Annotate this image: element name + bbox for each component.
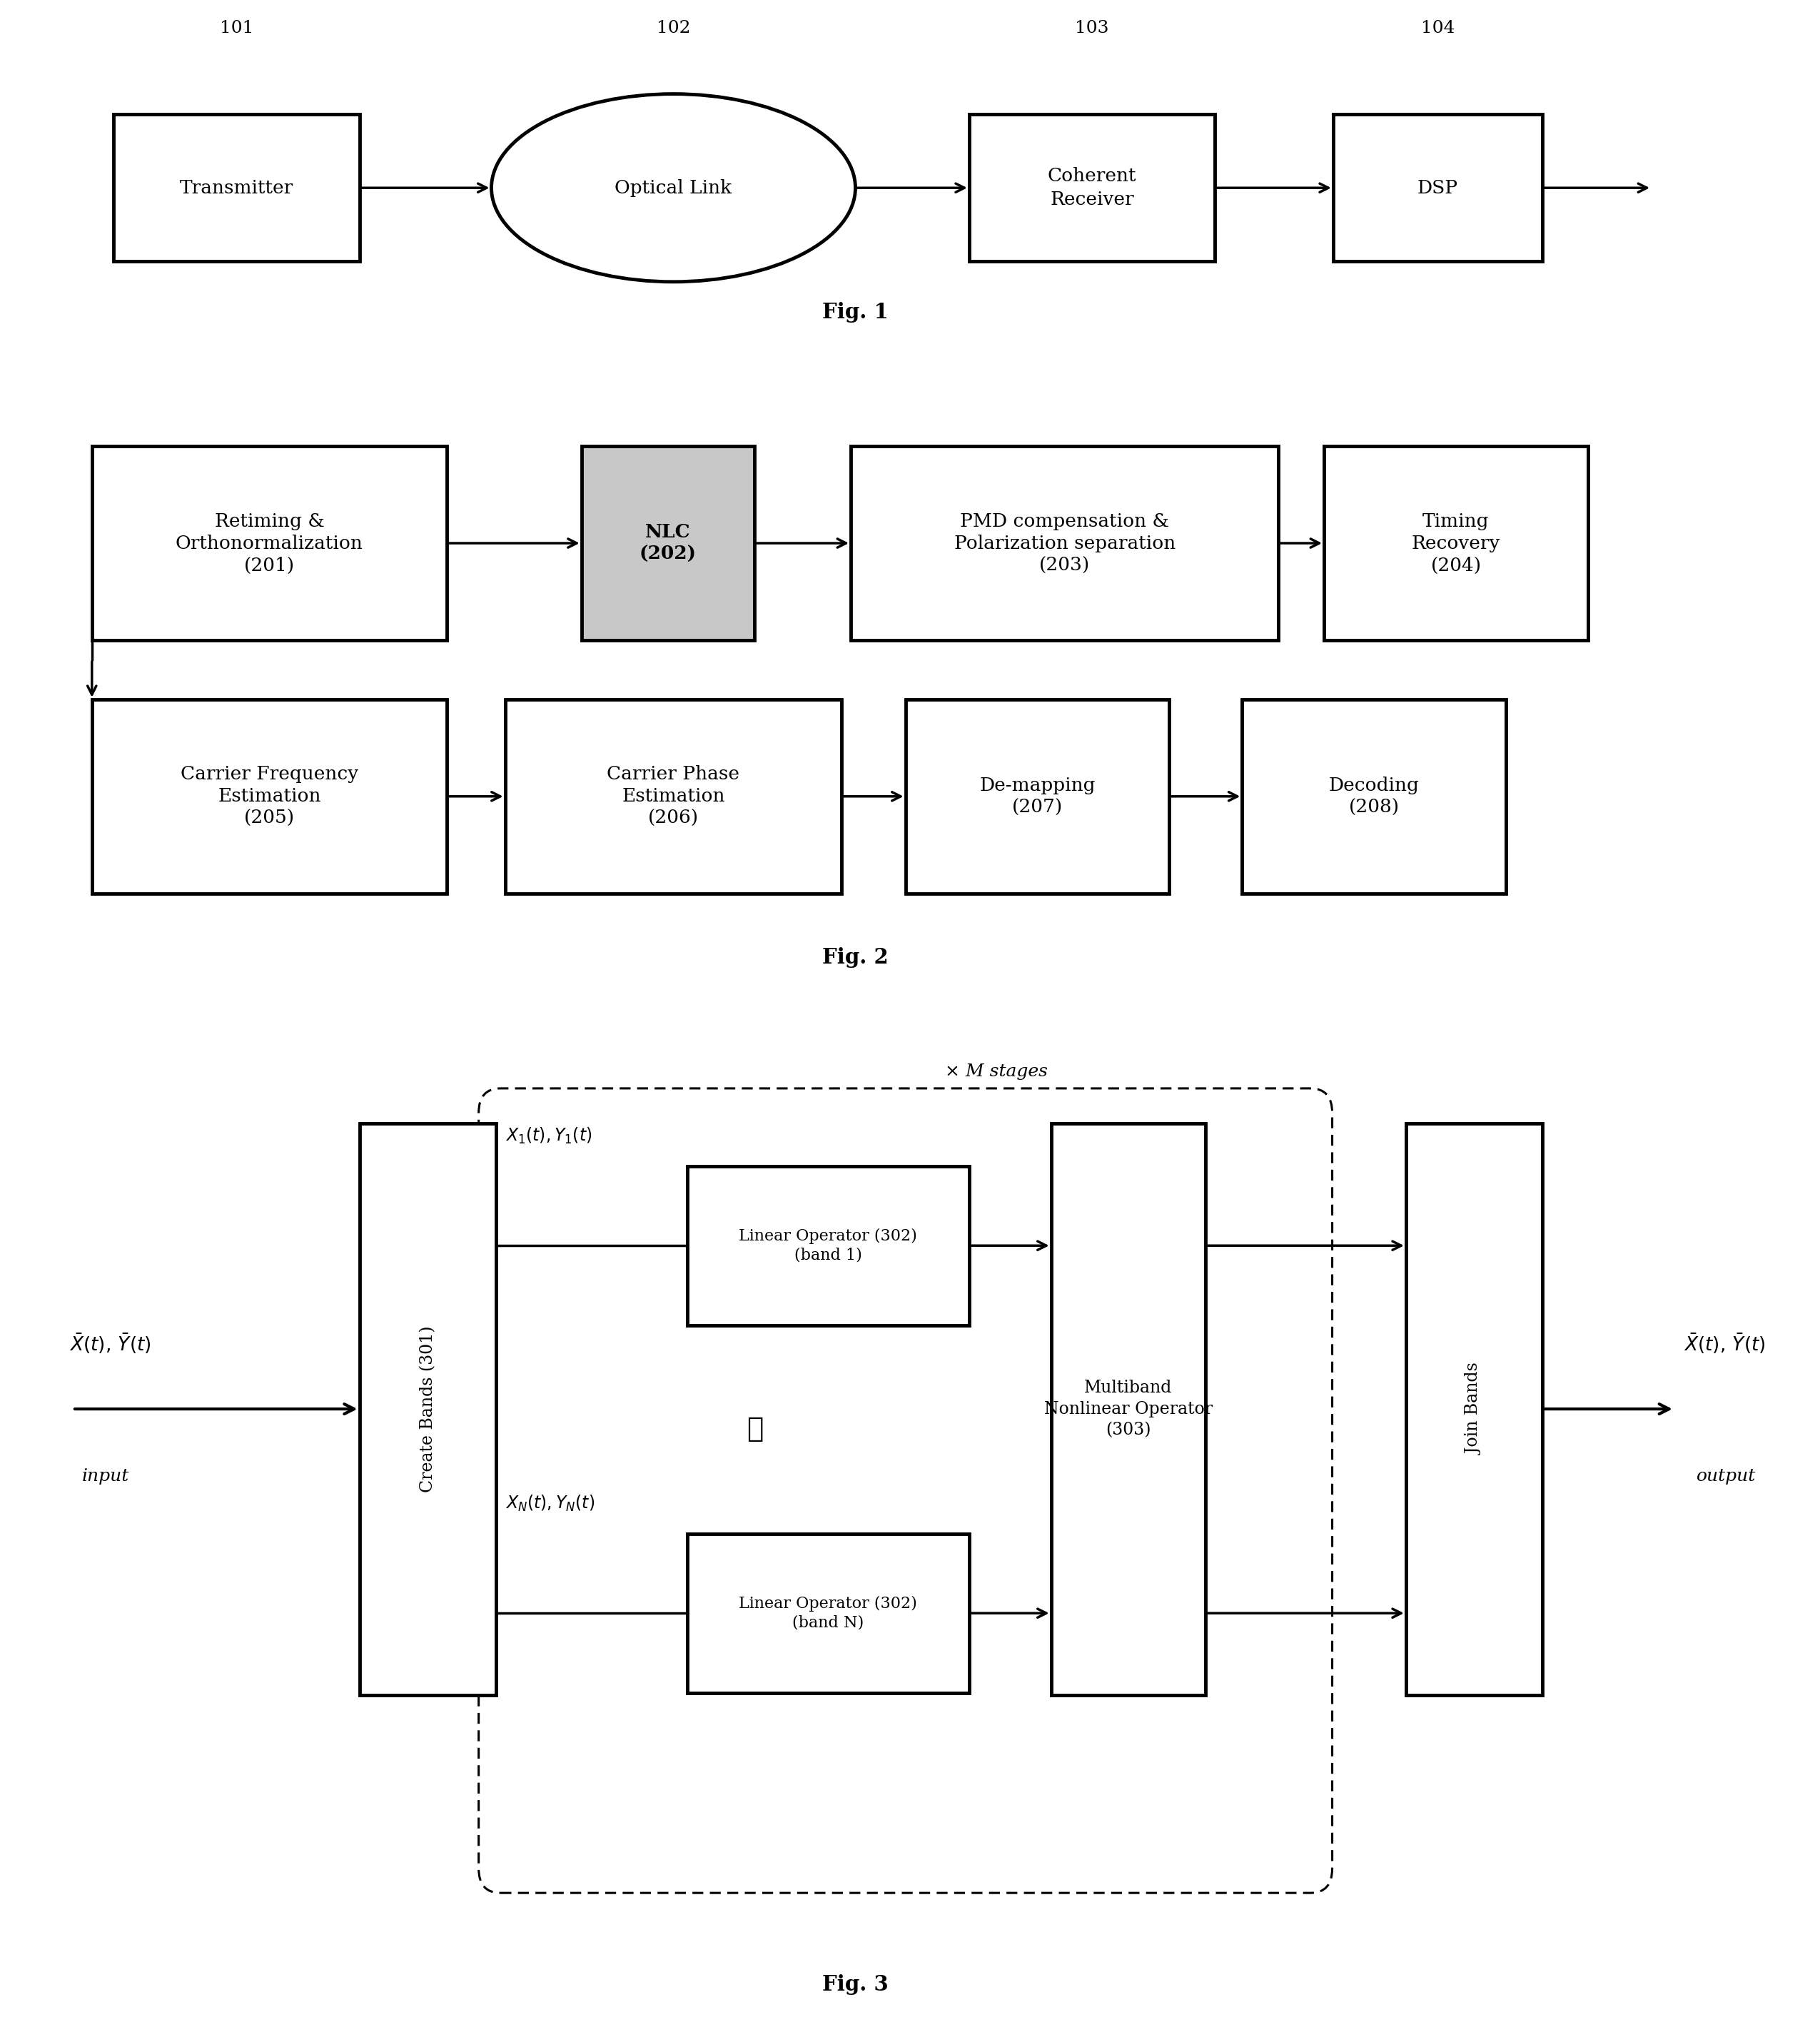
Bar [359,1123,495,1695]
Text: De-mapping
(207): De-mapping (207) [979,776,1096,817]
Ellipse shape [491,94,855,282]
Bar [582,447,753,641]
Bar [504,700,841,894]
Bar [905,700,1168,894]
Text: Fig. 3: Fig. 3 [823,1975,888,1995]
Text: output: output [1696,1468,1756,1485]
Bar [1407,1123,1542,1695]
Text: Retiming &
Orthonormalization
(201): Retiming & Orthonormalization (201) [175,513,364,574]
Bar [688,1166,968,1325]
Bar [1323,447,1587,641]
Bar [1052,1123,1205,1695]
Text: Carrier Phase
Estimation
(206): Carrier Phase Estimation (206) [608,766,739,827]
Text: NLC
(202): NLC (202) [639,523,697,564]
Text: 103: 103 [1076,20,1108,37]
Text: Coherent
Receiver: Coherent Receiver [1048,167,1136,208]
Bar [91,447,446,641]
Text: Linear Operator (302)
(band N): Linear Operator (302) (band N) [739,1595,917,1632]
Text: Optical Link: Optical Link [615,180,732,196]
Bar [850,447,1278,641]
Text: $\bar{X}(t),\, \bar{Y}(t)$: $\bar{X}(t),\, \bar{Y}(t)$ [1684,1331,1765,1356]
Text: Carrier Frequency
Estimation
(205): Carrier Frequency Estimation (205) [180,766,359,827]
Bar [688,1534,968,1693]
Text: Linear Operator (302)
(band 1): Linear Operator (302) (band 1) [739,1227,917,1264]
Text: PMD compensation &
Polarization separation
(203): PMD compensation & Polarization separati… [954,513,1176,574]
Text: Fig. 2: Fig. 2 [823,947,888,968]
Bar [968,114,1216,261]
Text: $X_N(t),Y_N(t)$: $X_N(t),Y_N(t)$ [504,1493,595,1513]
Bar [1332,114,1542,261]
Text: Create Bands (301): Create Bands (301) [419,1325,437,1493]
Text: × M stages: × M stages [945,1064,1048,1080]
Text: ⋮: ⋮ [746,1417,764,1442]
Text: Join Bands: Join Bands [1465,1364,1483,1454]
Text: Decoding
(208): Decoding (208) [1329,776,1420,817]
Text: Multiband
Nonlinear Operator
(303): Multiband Nonlinear Operator (303) [1045,1380,1212,1438]
Bar [1241,700,1507,894]
Text: input: input [82,1468,129,1485]
Text: 101: 101 [220,20,253,37]
Text: $X_1(t),Y_1(t)$: $X_1(t),Y_1(t)$ [504,1125,592,1146]
Text: Transmitter: Transmitter [180,180,293,196]
Text: Timing
Recovery
(204): Timing Recovery (204) [1412,513,1500,574]
Text: DSP: DSP [1418,180,1458,196]
Text: 104: 104 [1421,20,1454,37]
Text: 102: 102 [657,20,690,37]
Text: $\bar{X}(t),\, \bar{Y}(t)$: $\bar{X}(t),\, \bar{Y}(t)$ [69,1331,151,1356]
Bar [91,700,446,894]
Bar [113,114,359,261]
Text: Fig. 1: Fig. 1 [823,302,888,323]
